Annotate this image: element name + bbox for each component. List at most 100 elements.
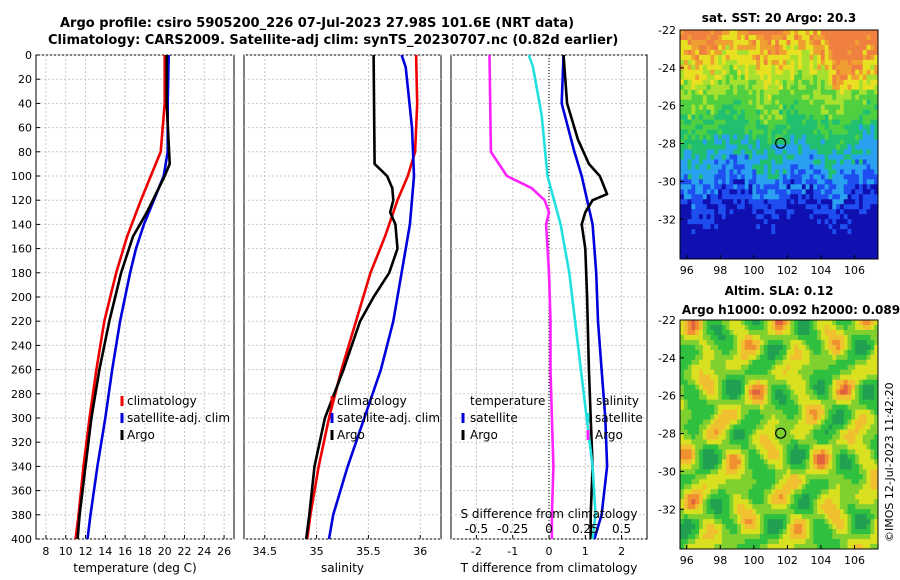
map-cell [710,324,715,331]
map-cell [763,424,768,430]
map-cell [798,409,803,415]
map-cell [870,514,875,520]
map-cell [714,254,719,260]
map-cell [779,209,784,215]
map-cell [839,30,845,36]
map-cell [858,469,864,475]
map-cell [763,104,768,111]
map-cell [851,394,856,401]
map-cell [847,334,852,341]
map-cell [836,394,841,401]
map-cell [794,154,799,160]
map-cell [832,149,837,155]
map-cell [721,64,727,71]
map-cell [683,119,689,125]
series-line-1 [327,54,416,540]
map-cell [737,414,742,420]
map-cell [729,224,734,230]
map-cell [790,144,795,150]
map-cell [820,339,826,346]
map-cell [843,449,848,455]
map-cell [683,524,689,530]
map-cell [870,404,875,411]
map-cell [790,329,795,336]
map-cell [828,439,833,445]
map-cell [843,339,848,346]
map-cell [801,334,807,341]
map-cell [729,119,734,125]
map-cell [817,324,822,331]
map-cell [843,464,848,470]
map-cell [710,124,715,130]
map-cell [706,229,711,235]
map-cell [695,114,700,121]
map-cell [862,229,867,235]
map-cell [851,149,856,155]
map-cell [763,69,768,76]
map-cell [779,464,784,470]
map-cell [718,409,723,415]
map-cell [748,469,753,475]
map-cell [718,149,723,155]
map-cell [851,39,856,46]
map-cell [782,484,788,490]
map-cell [737,30,742,36]
map-cell [721,164,727,170]
map-cell [744,74,749,81]
map-cell [794,89,799,96]
map-cell [866,484,871,490]
map-cell [748,249,753,255]
map-cell [786,474,791,480]
map-cell [862,479,867,485]
map-cell [733,244,738,250]
map-cell [855,444,860,450]
map-cell [691,429,696,435]
map-cell [706,174,711,180]
map-cell [828,399,833,406]
map-cell [737,134,742,140]
map-cell [687,74,692,81]
map-cell [801,464,807,470]
map-cell [779,139,784,145]
map-cell [744,169,749,175]
map-cell [786,409,791,415]
map-cell [786,479,791,485]
map-cell [729,244,734,250]
map-cell [767,379,772,386]
map-cell [870,434,875,440]
map-cell [737,204,742,210]
map-cell [851,69,856,76]
map-cell [702,374,708,381]
map-cell [847,359,852,366]
map-cell [775,249,780,255]
map-cell [798,79,803,86]
map-cell [794,164,799,170]
map-cell [687,144,692,150]
map-cell [855,184,860,190]
map-cell [706,139,711,145]
map-cell [843,219,848,225]
map-cell [737,109,742,116]
map-cell [687,30,692,36]
legend-label: Argo [337,428,365,442]
map-cell [740,149,746,155]
map-cell [744,129,749,135]
map-cell [714,539,719,545]
map-cell [733,94,738,101]
map-cell [721,229,727,235]
map-cell [866,234,871,240]
map-cell [790,494,795,500]
map-cell [824,139,829,145]
map-cell [744,489,749,495]
map-cell [729,69,734,76]
map-cell [874,139,879,145]
map-cell [809,149,814,155]
map-cell [832,534,837,540]
map-cell [737,224,742,230]
map-cell [870,389,875,396]
map-cell [767,349,772,356]
map-cell [759,214,765,220]
map-cell [813,204,818,210]
map-cell [683,184,689,190]
map-cell [714,179,719,185]
